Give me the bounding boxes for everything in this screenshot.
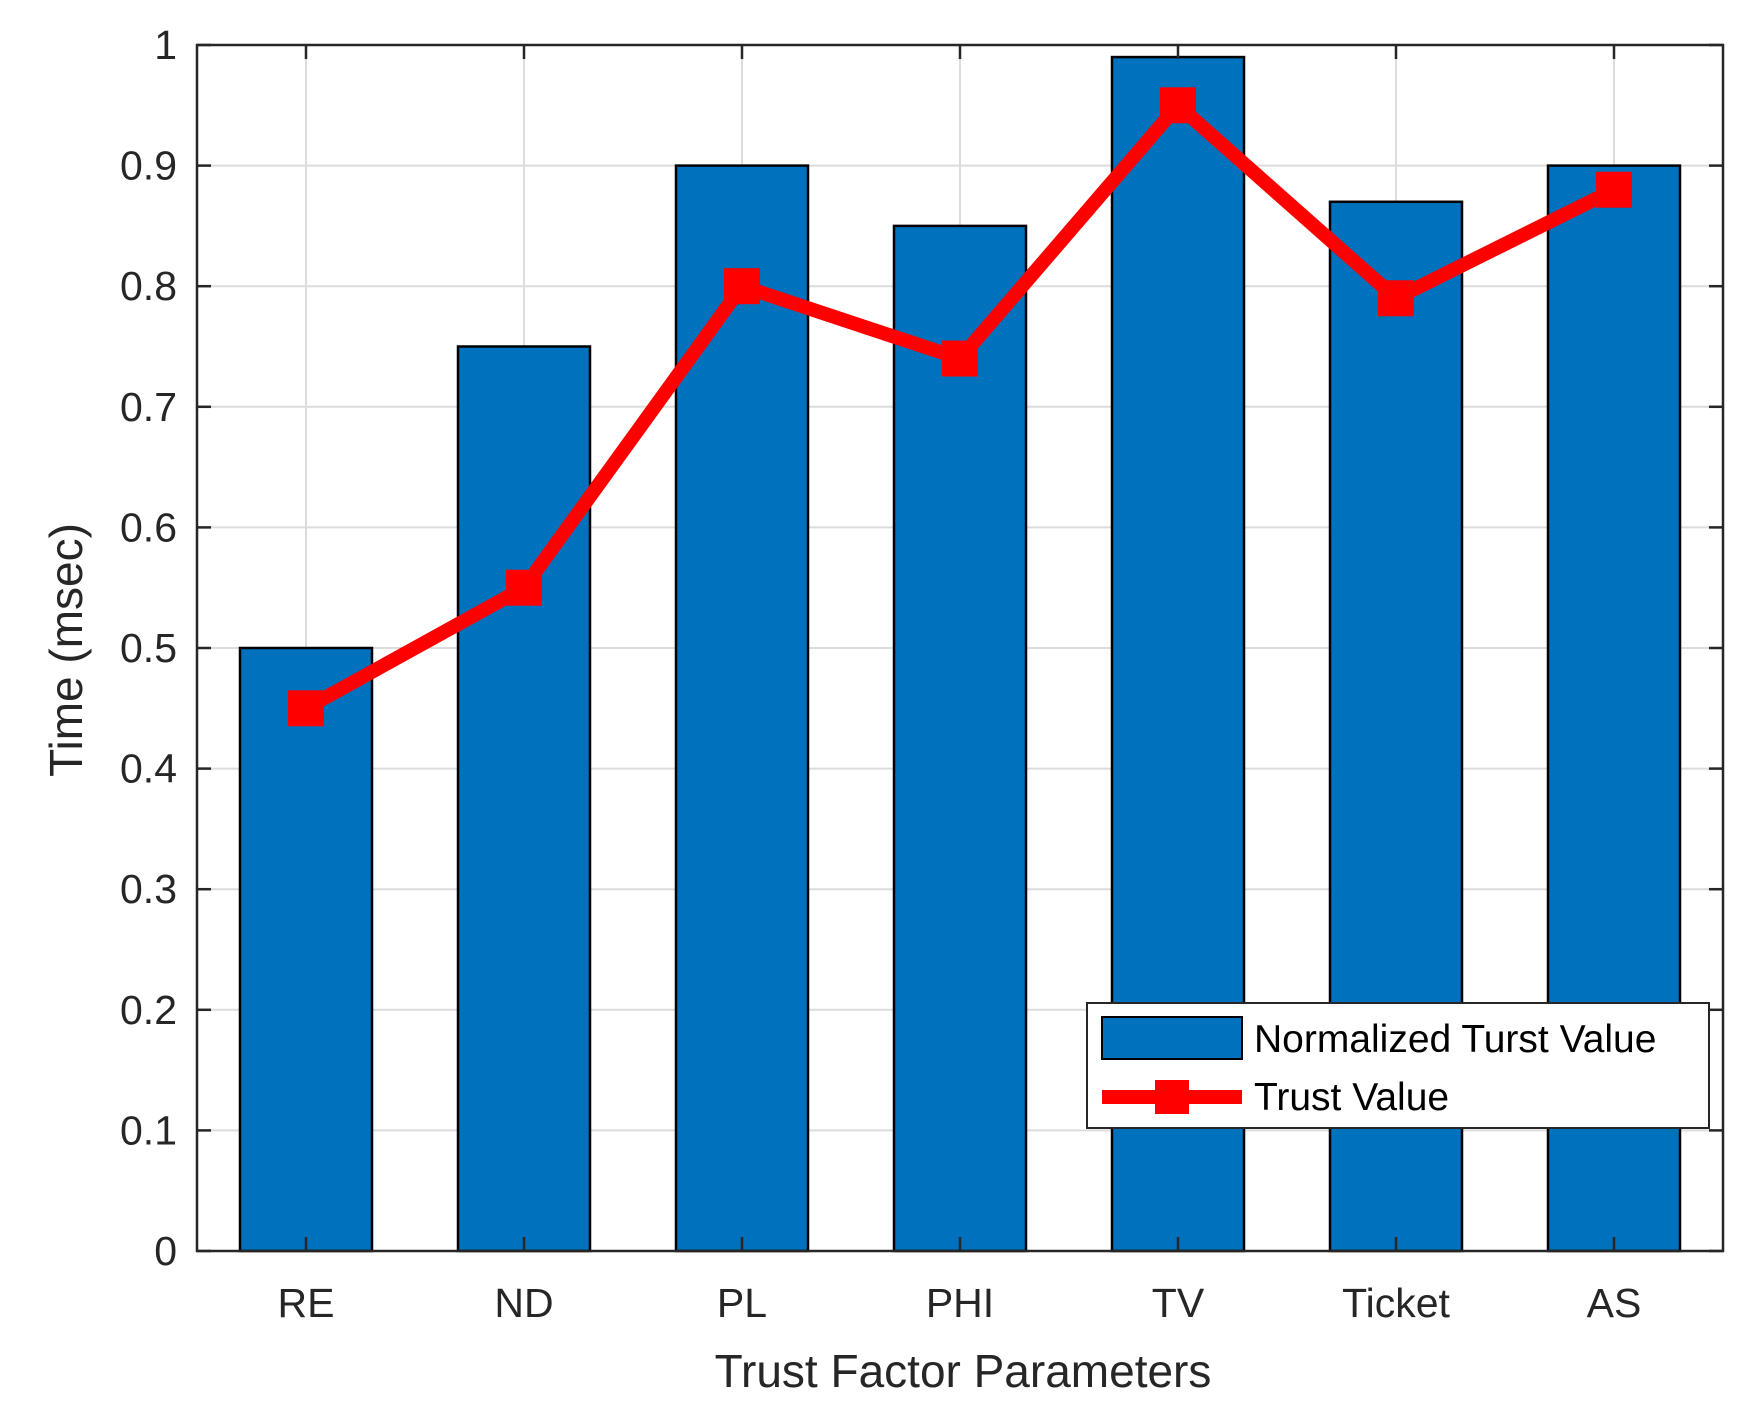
y-tick-label: 1 — [154, 22, 177, 68]
bar-pl — [674, 164, 810, 1253]
y-tick-label: 0.8 — [120, 263, 177, 309]
y-tick-labels: 0 0.1 0.2 0.3 0.4 0.5 0.6 0.7 0.8 0.9 1 — [120, 22, 177, 1274]
trust-value-marker-phi — [942, 340, 978, 377]
x-tick-label-phi: PHI — [926, 1280, 994, 1326]
trust-value-marker-as — [1596, 171, 1632, 208]
legend-label-normalized: Normalized Turst Value — [1254, 1018, 1656, 1061]
line-series — [288, 87, 1632, 727]
axis-ticks — [197, 43, 1723, 1253]
y-axis-label: Time (msec) — [40, 523, 92, 777]
trust-value-marker-tv — [1160, 87, 1196, 124]
bar-re — [238, 646, 374, 1253]
legend-bar-swatch — [1101, 1016, 1243, 1060]
trust-value-marker-ticket — [1378, 280, 1414, 317]
legend: Normalized Turst Value Trust Value — [1086, 1002, 1710, 1129]
y-tick-label: 0.5 — [120, 625, 177, 671]
bar-phi — [892, 224, 1028, 1253]
x-axis-label: Trust Factor Parameters — [715, 1345, 1212, 1397]
x-tick-label-re: RE — [278, 1280, 335, 1326]
trust-value-marker-pl — [724, 268, 760, 305]
x-tick-label-tv: TV — [1152, 1280, 1205, 1326]
legend-label-trust: Trust Value — [1254, 1076, 1449, 1119]
y-tick-label: 0 — [154, 1228, 177, 1274]
y-tick-label: 0.1 — [120, 1107, 177, 1153]
x-tick-label-as: AS — [1587, 1280, 1642, 1326]
y-tick-label: 0.9 — [120, 143, 177, 189]
bar-nd — [456, 345, 592, 1253]
x-tick-label-pl: PL — [717, 1280, 767, 1326]
x-tick-labels: RE ND PL PHI TV Ticket AS — [278, 1280, 1642, 1326]
y-tick-label: 0.2 — [120, 987, 177, 1033]
y-tick-label: 0.6 — [120, 504, 177, 550]
trust-value-marker-re — [288, 690, 324, 727]
trust-value-marker-nd — [506, 569, 542, 606]
y-tick-label: 0.7 — [120, 384, 177, 430]
x-tick-label-nd: ND — [494, 1280, 553, 1326]
y-tick-label: 0.4 — [120, 746, 177, 792]
y-tick-label: 0.3 — [120, 866, 177, 912]
legend-line-marker — [1155, 1080, 1189, 1114]
x-tick-label-ticket: Ticket — [1342, 1280, 1450, 1326]
